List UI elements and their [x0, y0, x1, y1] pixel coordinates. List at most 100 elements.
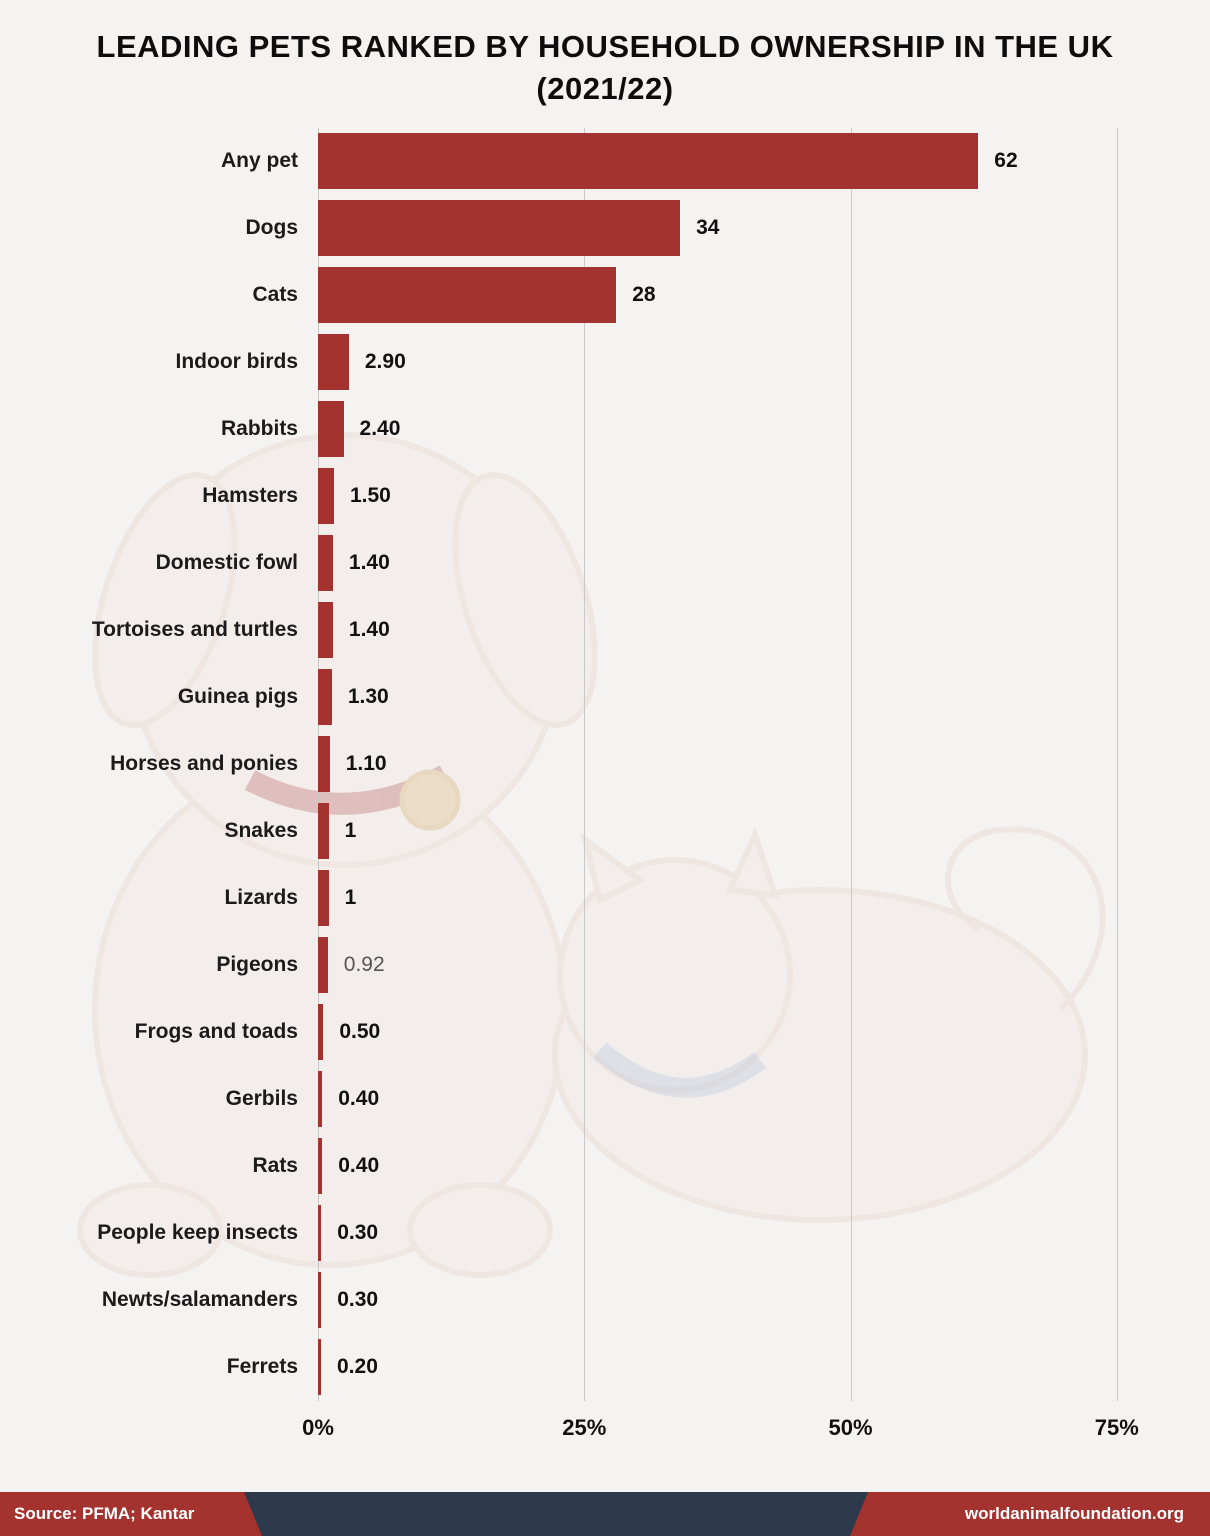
bar-value: 2.40 [359, 417, 401, 441]
bar-row: Hamsters 1.50 [0, 463, 1170, 530]
bar-value: 62 [994, 149, 1018, 173]
bar [318, 1339, 321, 1396]
bar-rows: Any pet 62 Dogs 34 Cats 28 Indoor birds … [0, 128, 1170, 1401]
bar-row: Horses and ponies 1.10 [0, 731, 1170, 798]
bar-value: 1.50 [349, 484, 391, 508]
chart-title: LEADING PETS RANKED BY HOUSEHOLD OWNERSH… [96, 29, 1114, 106]
bar [318, 736, 330, 793]
bar-row: Snakes 1 [0, 798, 1170, 865]
bar-area: 0.40 [318, 1138, 1170, 1195]
bar-value: 0.40 [338, 1087, 380, 1111]
bar-label: Gerbils [225, 1087, 298, 1111]
bar-value: 34 [696, 216, 720, 240]
bar-area: 1 [318, 870, 1170, 927]
bar-label: Cats [252, 283, 298, 307]
bar-row: Ferrets 0.20 [0, 1334, 1170, 1401]
bar-row: Guinea pigs 1.30 [0, 664, 1170, 731]
bar-label: Snakes [224, 819, 298, 843]
bar [318, 870, 329, 927]
bar-area: 1 [318, 803, 1170, 860]
bar [318, 1004, 324, 1061]
bar [318, 602, 333, 659]
x-axis: 0% 25% 50% 75% [302, 1407, 1170, 1453]
bar-area: 2.90 [318, 334, 1170, 391]
bar-row: Pigeons 0.92 [0, 932, 1170, 999]
bar-area: 34 [318, 200, 1170, 257]
bar-label: Guinea pigs [177, 685, 298, 709]
bar [318, 1205, 322, 1262]
x-tick-label: 25% [562, 1414, 607, 1440]
bar-area: 0.20 [318, 1339, 1170, 1396]
bar-row: Dogs 34 [0, 195, 1170, 262]
bar [318, 401, 344, 458]
bar-value: 1.40 [348, 551, 390, 575]
bar-label: Newts/salamanders [101, 1288, 298, 1312]
bar-area: 0.30 [318, 1205, 1170, 1262]
bar-label: People keep insects [97, 1221, 298, 1245]
bar-value: 0.30 [337, 1221, 379, 1245]
bar-label: Horses and ponies [110, 752, 298, 776]
bar-value: 1 [344, 886, 357, 910]
bar [318, 1071, 323, 1128]
bar-label: Rabbits [220, 417, 298, 441]
bar-label: Pigeons [216, 953, 298, 977]
bar-area: 1.30 [318, 669, 1170, 726]
bar-label: Any pet [220, 149, 298, 173]
bar-area: 62 [318, 133, 1170, 190]
bar-row: Newts/salamanders 0.30 [0, 1267, 1170, 1334]
bar-label: Hamsters [202, 484, 298, 508]
bar-area: 0.92 [318, 937, 1170, 994]
bar-area: 1.40 [318, 602, 1170, 659]
bar-value: 1.30 [347, 685, 389, 709]
bar-value: 0.40 [338, 1154, 380, 1178]
bar-row: Tortoises and turtles 1.40 [0, 597, 1170, 664]
source-label: Source: PFMA; Kantar [0, 1492, 262, 1536]
x-tick-label: 50% [828, 1414, 873, 1440]
bar-value: 2.90 [364, 350, 406, 374]
bar-value: 0.50 [339, 1020, 381, 1044]
bar-row: People keep insects 0.30 [0, 1200, 1170, 1267]
bar [318, 1138, 323, 1195]
bar [318, 1272, 322, 1329]
bar-label: Dogs [245, 216, 299, 240]
bar-value: 1.40 [348, 618, 390, 642]
bar [318, 937, 328, 994]
bar [318, 468, 334, 525]
bar-chart: Any pet 62 Dogs 34 Cats 28 Indoor birds … [0, 127, 1210, 1401]
bar-value: 0.92 [343, 953, 385, 977]
bar-label: Lizards [224, 886, 298, 910]
bar-area: 1.10 [318, 736, 1170, 793]
bar-value: 0.30 [337, 1288, 379, 1312]
bar [318, 200, 681, 257]
bar [318, 669, 332, 726]
bar-row: Cats 28 [0, 262, 1170, 329]
x-tick-label: 75% [1094, 1414, 1139, 1440]
bar-area: 28 [318, 267, 1170, 324]
footer-bar: Source: PFMA; Kantar worldanimalfoundati… [0, 1492, 1210, 1536]
bar-area: 0.40 [318, 1071, 1170, 1128]
bar [318, 334, 349, 391]
bar-row: Lizards 1 [0, 865, 1170, 932]
x-tick-label: 0% [302, 1414, 334, 1440]
bar [318, 133, 979, 190]
bar-value: 1 [344, 819, 357, 843]
bar-area: 1.50 [318, 468, 1170, 525]
bar-label: Indoor birds [175, 350, 299, 374]
bar-label: Frogs and toads [134, 1020, 298, 1044]
bar [318, 803, 329, 860]
bar-label: Domestic fowl [155, 551, 298, 575]
website-label: worldanimalfoundation.org [850, 1492, 1210, 1536]
bar-row: Indoor birds 2.90 [0, 329, 1170, 396]
bar [318, 535, 333, 592]
bar-value: 28 [632, 283, 656, 307]
bar-row: Frogs and toads 0.50 [0, 999, 1170, 1066]
bar-area: 0.50 [318, 1004, 1170, 1061]
bar-row: Gerbils 0.40 [0, 1066, 1170, 1133]
bar-row: Rats 0.40 [0, 1133, 1170, 1200]
bar-label: Ferrets [226, 1355, 298, 1379]
bar-label: Rats [252, 1154, 298, 1178]
bar-area: 2.40 [318, 401, 1170, 458]
bar-row: Domestic fowl 1.40 [0, 530, 1170, 597]
